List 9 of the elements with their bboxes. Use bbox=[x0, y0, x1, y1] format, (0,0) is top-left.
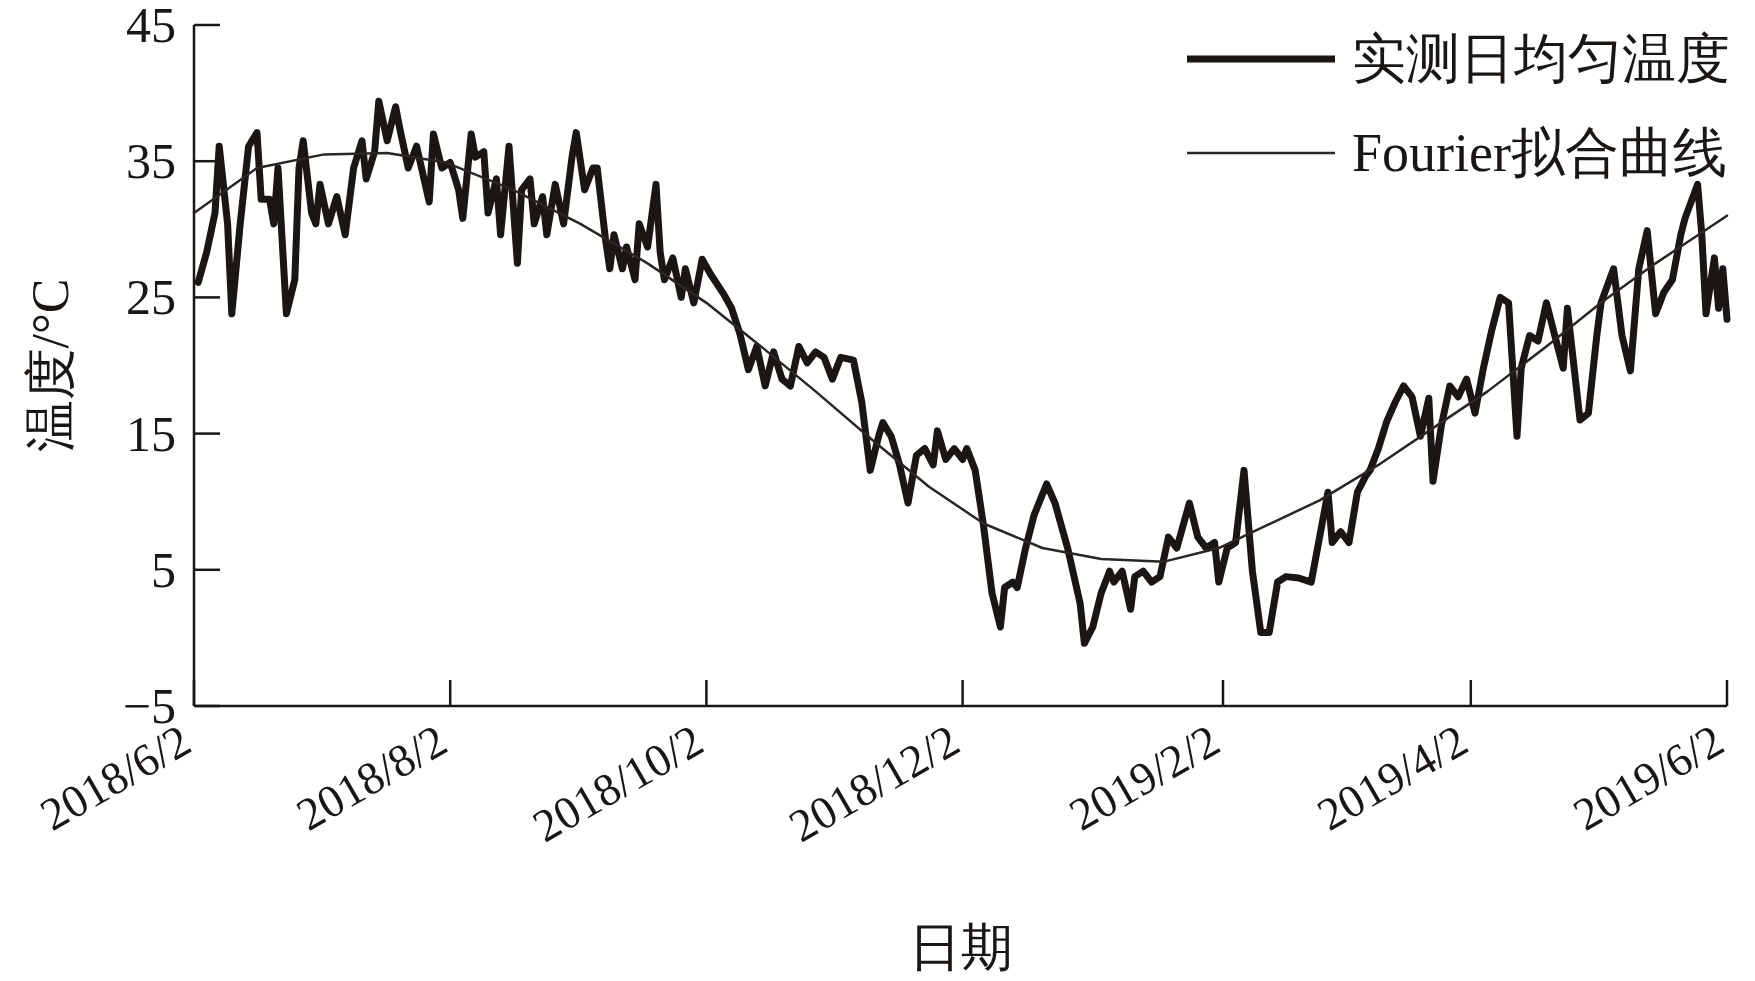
y-tick-label: 35 bbox=[126, 133, 176, 190]
y-tick-label: 15 bbox=[126, 405, 176, 462]
legend-label: Fourier拟合曲线 bbox=[1352, 123, 1727, 183]
y-axis-title: 温度/°C bbox=[22, 278, 79, 453]
legend-label: 实测日均匀温度 bbox=[1352, 29, 1730, 89]
x-axis-title: 日期 bbox=[908, 919, 1013, 976]
y-tick-label: 25 bbox=[126, 269, 176, 326]
y-tick-label: 45 bbox=[126, 0, 176, 53]
y-tick-label: 5 bbox=[151, 541, 176, 598]
